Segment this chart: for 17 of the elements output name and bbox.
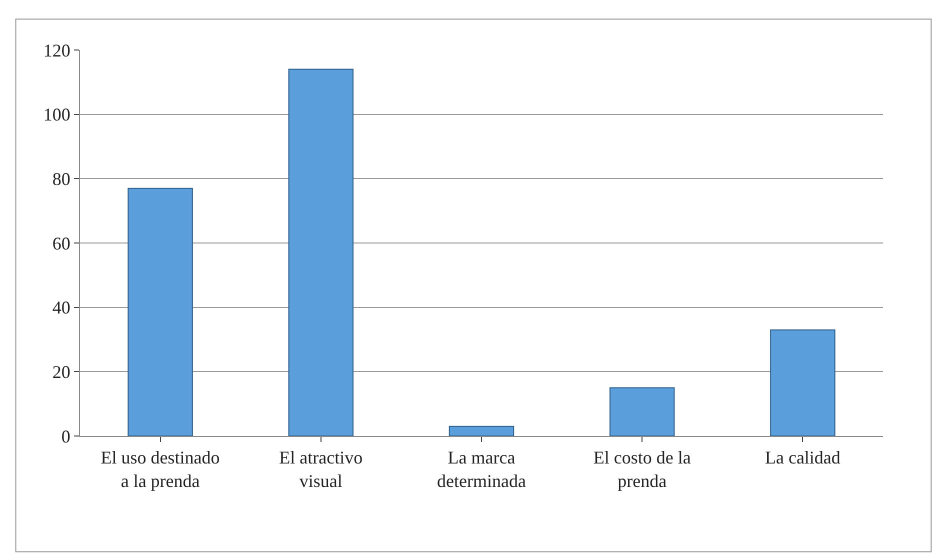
y-tick-label: 80 xyxy=(52,168,70,189)
y-tick-label: 0 xyxy=(61,426,70,446)
x-tick-label: La marca determinada xyxy=(437,448,526,491)
y-tick-label: 20 xyxy=(52,362,70,382)
x-tick-label: La calidad xyxy=(764,448,840,468)
y-tick-label: 60 xyxy=(52,233,70,254)
y-tick-label: 40 xyxy=(52,298,70,318)
bar xyxy=(770,329,836,436)
bar xyxy=(128,188,193,436)
x-tick-label: El costo de la prenda xyxy=(593,448,691,491)
x-tick-label: El uso destinado a la prenda xyxy=(100,448,220,491)
y-tick-label: 100 xyxy=(43,104,70,125)
bar xyxy=(288,68,354,436)
bar xyxy=(609,387,675,436)
x-tick-label: El atractivo visual xyxy=(279,448,363,491)
y-tick-label: 120 xyxy=(43,40,70,60)
bar xyxy=(448,426,514,436)
